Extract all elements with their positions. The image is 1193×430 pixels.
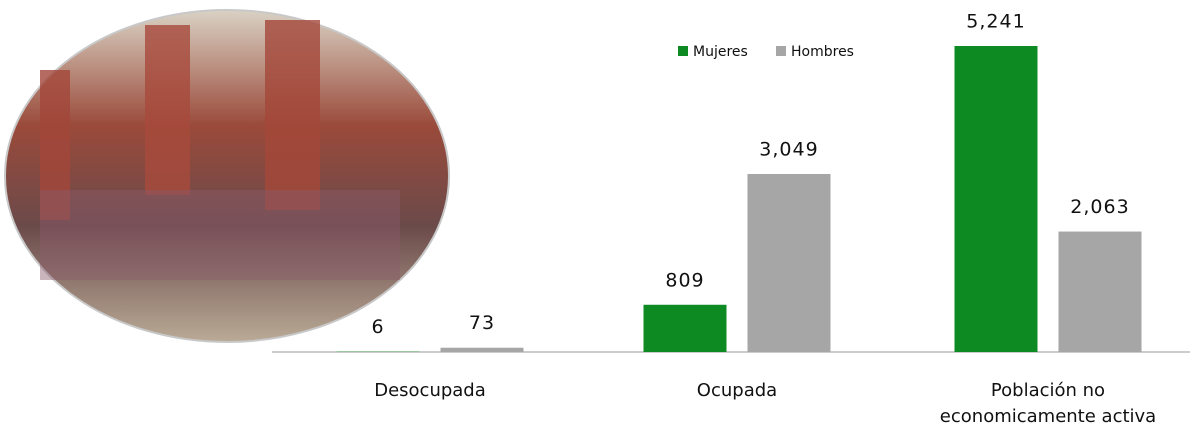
x-tick-label: Ocupada — [627, 378, 847, 404]
legend-label: Mujeres — [693, 44, 748, 60]
bar — [1059, 232, 1142, 352]
bar — [441, 348, 524, 352]
value-label: 3,049 — [759, 138, 818, 160]
page: 68095,241Mujeres733,0492,063Hombres (() … — [0, 0, 1193, 430]
value-label: 2,063 — [1070, 196, 1129, 218]
legend-swatch — [776, 46, 786, 56]
legend-label: Hombres — [791, 44, 854, 60]
legend-swatch — [678, 46, 688, 56]
chart: 6 809 5,241 Mujeres 73 3,049 2,063 Hombres — [0, 0, 1193, 430]
value-label: 809 — [665, 269, 704, 291]
photo — [5, 10, 449, 342]
bar — [955, 46, 1038, 352]
value-label: 5,241 — [966, 11, 1025, 33]
value-label: 6 — [371, 316, 384, 338]
bar — [748, 174, 831, 352]
bar — [644, 305, 727, 352]
x-tick-label: Población no economicamente activa — [938, 378, 1158, 430]
value-label: 73 — [469, 312, 495, 334]
x-tick-label: Desocupada — [320, 378, 540, 404]
